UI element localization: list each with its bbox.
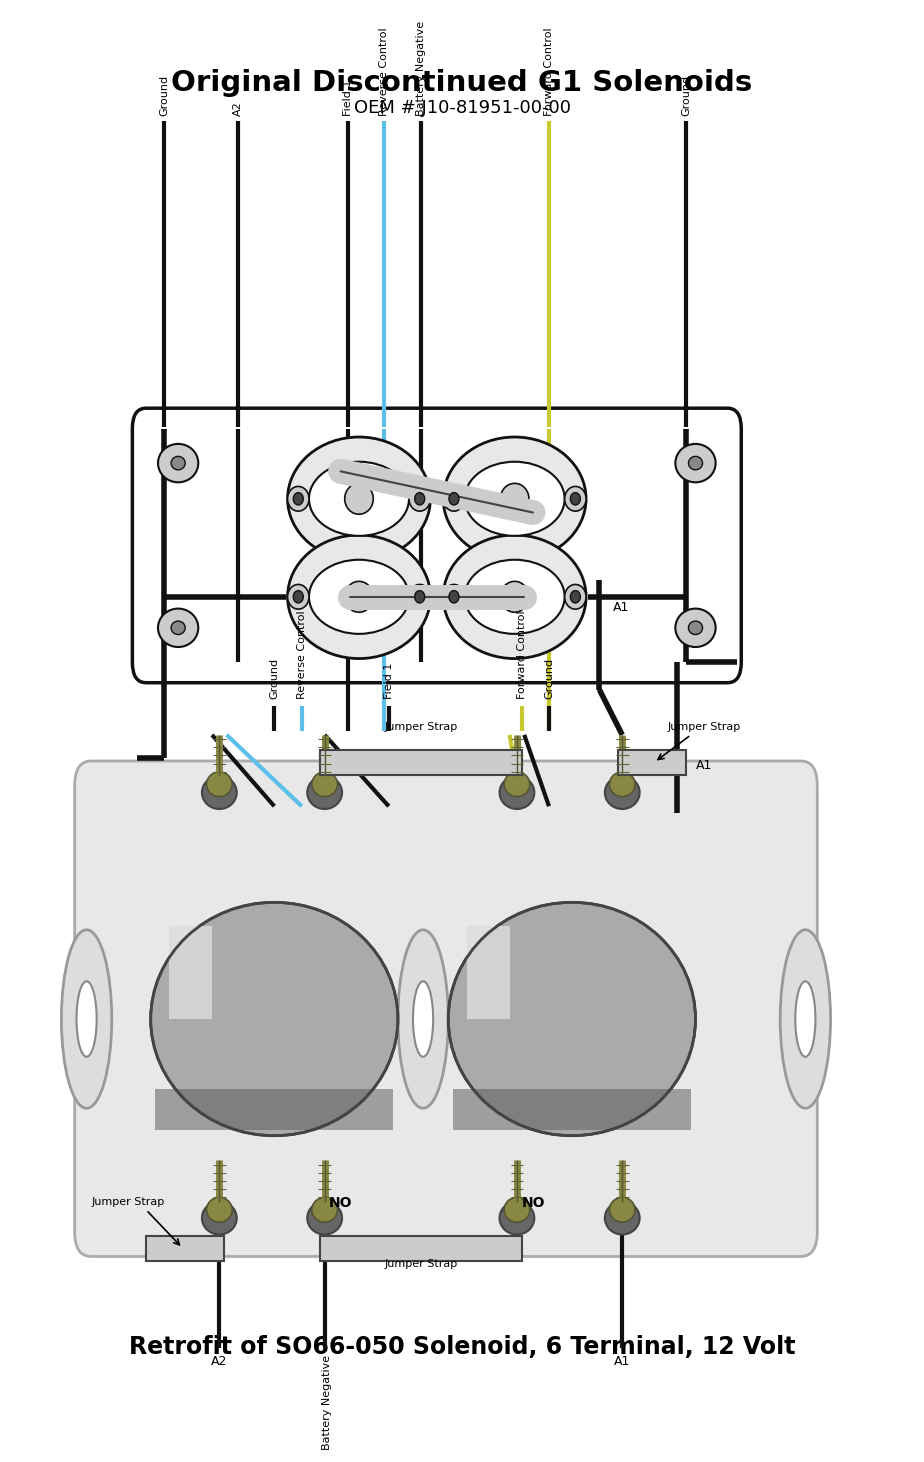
Text: Forward Control: Forward Control xyxy=(544,28,554,115)
Ellipse shape xyxy=(565,585,586,610)
Text: Ground: Ground xyxy=(269,658,279,699)
Ellipse shape xyxy=(500,1202,534,1234)
Ellipse shape xyxy=(171,621,185,635)
Text: Battery Negative: Battery Negative xyxy=(322,1355,333,1450)
FancyBboxPatch shape xyxy=(132,408,741,683)
Text: A1: A1 xyxy=(614,1355,630,1368)
Ellipse shape xyxy=(688,456,702,469)
Ellipse shape xyxy=(565,487,586,512)
Ellipse shape xyxy=(158,608,199,648)
Ellipse shape xyxy=(207,772,232,797)
Ellipse shape xyxy=(311,772,337,797)
Ellipse shape xyxy=(444,437,586,560)
Ellipse shape xyxy=(345,582,373,613)
Ellipse shape xyxy=(501,484,529,515)
Ellipse shape xyxy=(409,585,431,610)
Ellipse shape xyxy=(570,591,580,602)
Text: A1: A1 xyxy=(614,601,629,614)
Ellipse shape xyxy=(293,493,303,504)
Text: Retrofit of SO66-050 Solenoid, 6 Terminal, 12 Volt: Retrofit of SO66-050 Solenoid, 6 Termina… xyxy=(128,1335,796,1360)
Bar xyxy=(320,750,521,775)
Ellipse shape xyxy=(287,585,309,610)
Bar xyxy=(146,1235,224,1260)
Ellipse shape xyxy=(500,776,534,808)
Ellipse shape xyxy=(151,902,398,1136)
Text: Jumper Strap: Jumper Strap xyxy=(668,722,741,732)
Ellipse shape xyxy=(293,591,303,602)
Ellipse shape xyxy=(398,930,448,1108)
Ellipse shape xyxy=(308,1202,342,1234)
Ellipse shape xyxy=(61,930,112,1108)
Text: NO: NO xyxy=(521,1196,545,1211)
Text: OEM # J10-81951-00-00: OEM # J10-81951-00-00 xyxy=(354,99,570,117)
Text: Original Discontinued G1 Solenoids: Original Discontinued G1 Solenoids xyxy=(171,69,753,96)
Ellipse shape xyxy=(610,1197,635,1222)
Ellipse shape xyxy=(202,776,237,808)
Ellipse shape xyxy=(444,535,586,658)
Bar xyxy=(155,1089,394,1130)
Ellipse shape xyxy=(501,582,529,613)
Ellipse shape xyxy=(309,560,409,635)
Ellipse shape xyxy=(415,591,425,602)
Ellipse shape xyxy=(448,902,696,1136)
Ellipse shape xyxy=(77,981,97,1057)
Ellipse shape xyxy=(171,456,185,469)
Ellipse shape xyxy=(287,487,309,512)
Ellipse shape xyxy=(311,1197,337,1222)
Ellipse shape xyxy=(605,1202,639,1234)
Bar xyxy=(320,1235,521,1260)
Text: Jumper Strap: Jumper Strap xyxy=(384,722,457,732)
Ellipse shape xyxy=(345,484,373,515)
Ellipse shape xyxy=(505,772,529,797)
Text: Field 1: Field 1 xyxy=(343,79,353,115)
Text: Battery Negative: Battery Negative xyxy=(416,20,426,115)
Text: A2: A2 xyxy=(212,1355,227,1368)
Text: Ground: Ground xyxy=(544,658,554,699)
Ellipse shape xyxy=(287,437,431,560)
Ellipse shape xyxy=(505,1197,529,1222)
Ellipse shape xyxy=(287,535,431,658)
FancyBboxPatch shape xyxy=(75,760,818,1256)
Text: A1: A1 xyxy=(696,759,711,772)
Bar xyxy=(467,925,510,1019)
Text: Ground: Ground xyxy=(681,75,691,115)
Ellipse shape xyxy=(308,776,342,808)
Ellipse shape xyxy=(415,493,425,504)
Text: Jumper Strap: Jumper Strap xyxy=(91,1197,164,1208)
Ellipse shape xyxy=(610,772,635,797)
Ellipse shape xyxy=(570,493,580,504)
Ellipse shape xyxy=(449,493,459,504)
Ellipse shape xyxy=(780,930,831,1108)
Ellipse shape xyxy=(465,560,565,635)
Ellipse shape xyxy=(449,591,459,602)
Bar xyxy=(453,1089,691,1130)
Text: Field 1: Field 1 xyxy=(383,662,394,699)
Bar xyxy=(617,750,687,775)
Ellipse shape xyxy=(409,487,431,512)
Text: Reverse Control: Reverse Control xyxy=(297,611,307,699)
Ellipse shape xyxy=(413,981,433,1057)
Text: NO: NO xyxy=(329,1196,353,1211)
Ellipse shape xyxy=(465,462,565,537)
Ellipse shape xyxy=(444,487,465,512)
Ellipse shape xyxy=(207,1197,232,1222)
Text: Forward Control: Forward Control xyxy=(517,611,527,699)
Text: A2: A2 xyxy=(233,101,243,115)
Ellipse shape xyxy=(202,1202,237,1234)
Bar xyxy=(169,925,213,1019)
Ellipse shape xyxy=(675,608,716,648)
Ellipse shape xyxy=(688,621,702,635)
Text: Reverse Control: Reverse Control xyxy=(379,28,389,115)
Ellipse shape xyxy=(675,444,716,482)
Ellipse shape xyxy=(605,776,639,808)
Text: Jumper Strap: Jumper Strap xyxy=(384,1259,457,1269)
Ellipse shape xyxy=(309,462,409,537)
Ellipse shape xyxy=(796,981,816,1057)
Ellipse shape xyxy=(158,444,199,482)
Ellipse shape xyxy=(444,585,465,610)
Text: Ground: Ground xyxy=(160,75,169,115)
